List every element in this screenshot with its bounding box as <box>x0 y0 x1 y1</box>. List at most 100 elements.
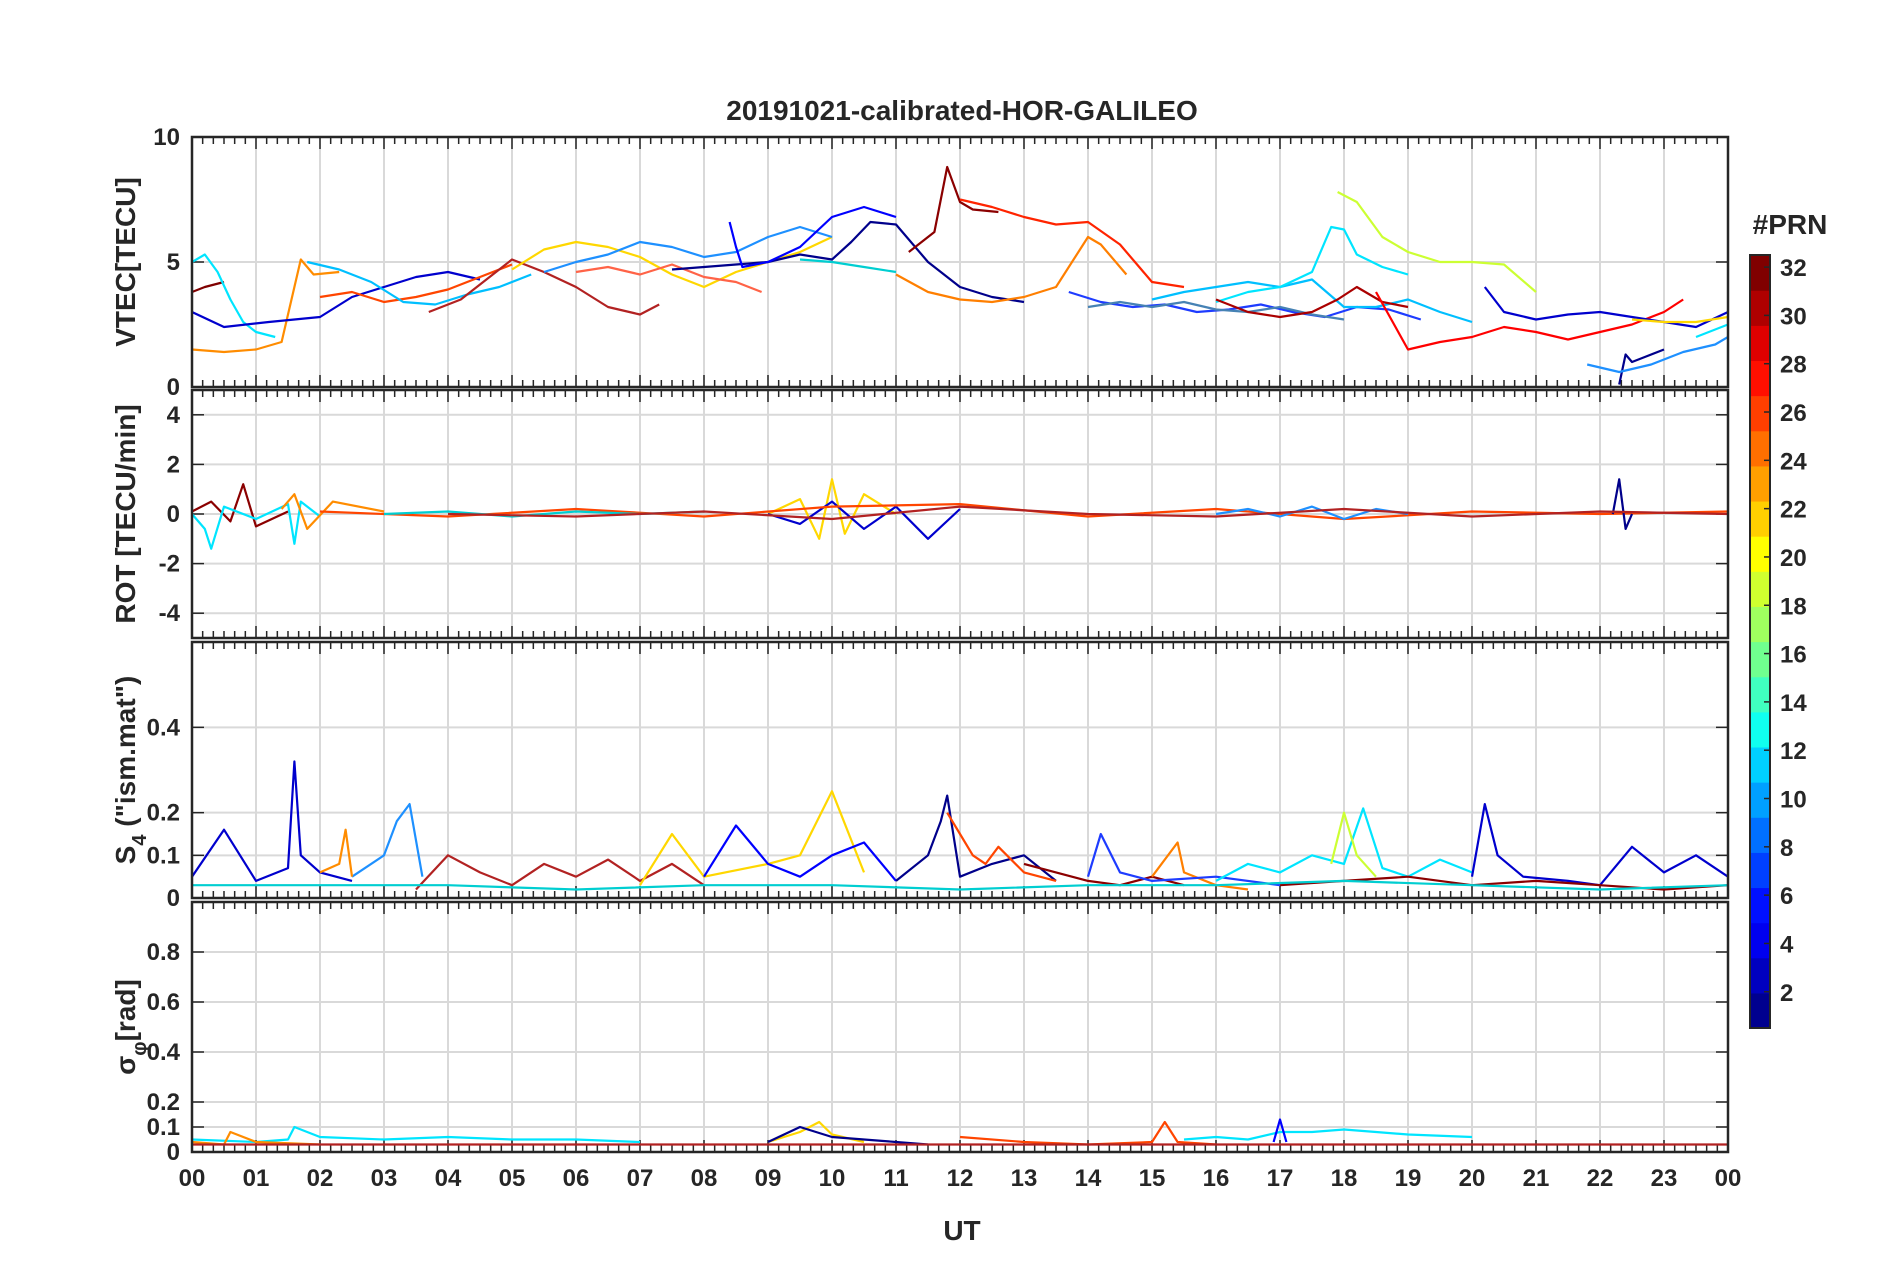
series-line <box>799 258 897 274</box>
x-tick-label: 06 <box>563 1165 590 1192</box>
colorbar-segment <box>1750 957 1770 994</box>
colorbar-tick-label: 10 <box>1780 787 1807 814</box>
panel-2-y-label: ROT [TECU/min] <box>110 404 141 623</box>
colorbar-label: #PRN <box>1753 209 1828 240</box>
series-line <box>1215 225 1409 304</box>
x-tick-label: 01 <box>243 1165 270 1192</box>
series-line <box>1330 811 1377 878</box>
x-tick-label: 04 <box>435 1165 462 1192</box>
x-tick-label: 09 <box>755 1165 782 1192</box>
y-tick-label: -2 <box>159 551 180 578</box>
series-line <box>306 260 532 306</box>
series-line <box>192 879 1728 891</box>
series-line <box>192 280 225 294</box>
colorbar-segment <box>1750 290 1770 326</box>
colorbar-segment <box>1750 430 1770 467</box>
series-line <box>728 205 897 269</box>
series-line <box>1695 323 1728 339</box>
x-tick-label: 21 <box>1523 1165 1550 1192</box>
series-line <box>895 794 1057 882</box>
series-line <box>1631 315 1728 324</box>
y-tick-label: 0.4 <box>147 714 181 741</box>
x-tick-label: 15 <box>1139 1165 1166 1192</box>
colorbar-segment <box>1750 782 1770 818</box>
series-line <box>319 828 354 877</box>
series-line <box>895 235 1128 304</box>
series-line <box>1151 278 1473 324</box>
colorbar-segment <box>1750 711 1770 748</box>
panel-4-series <box>192 1118 1728 1146</box>
series-line <box>192 1125 641 1144</box>
colorbar-tick-label: 4 <box>1780 931 1794 958</box>
colorbar-tick-label: 24 <box>1780 448 1807 475</box>
x-tick-label: 10 <box>819 1165 846 1192</box>
colorbar-segment <box>1750 255 1770 291</box>
y-tick-label: 0 <box>167 374 180 401</box>
panel-2: -4 -2 0 2 4 ROT [TECU/min] <box>110 388 1730 640</box>
x-tick-label: 19 <box>1395 1165 1422 1192</box>
series-line <box>959 198 1185 289</box>
colorbar-segment <box>1750 536 1770 572</box>
colorbar-tick-label: 26 <box>1780 400 1807 427</box>
panel-4: 00.10.20.40.60.8σφ[rad]00 01 02 03 04 05 06 07 0… <box>110 900 1741 1192</box>
panel-3-series <box>192 760 1728 891</box>
series-line <box>767 478 897 540</box>
y-tick-label: 0.2 <box>147 1089 180 1116</box>
series-line <box>1183 1128 1473 1141</box>
colorbar-segment <box>1750 922 1770 959</box>
y-tick-label: 0 <box>167 1139 180 1166</box>
series-line <box>1087 300 1345 321</box>
series-line <box>1086 832 1281 887</box>
colorbar-tick-label: 6 <box>1780 883 1793 910</box>
colorbar-tick-label: 32 <box>1780 255 1807 282</box>
x-tick-label: 17 <box>1267 1165 1294 1192</box>
colorbar-tick-label: 22 <box>1780 497 1807 524</box>
series-line <box>543 225 833 274</box>
series-line <box>767 1125 929 1146</box>
y-tick-label: 0.1 <box>147 842 180 869</box>
colorbar-tick-label: 20 <box>1780 545 1807 572</box>
panel-1-y-label: VTEC[TECU] <box>110 177 141 347</box>
colorbar-segment <box>1750 887 1770 924</box>
y-label-main: S <box>110 846 141 865</box>
x-tick-label: 20 <box>1459 1165 1486 1192</box>
panel-2-frame <box>190 388 1730 640</box>
series-line <box>671 220 1025 304</box>
colorbar-segment <box>1750 992 1770 1029</box>
series-line <box>192 760 353 883</box>
panel-4-frame <box>190 900 1730 1154</box>
colorbar-segment <box>1750 360 1770 397</box>
x-axis-label: UT <box>943 1215 980 1246</box>
panel-1-series <box>192 165 1728 385</box>
series-line <box>1215 807 1473 882</box>
y-label-rest: ("ism.mat") <box>110 676 141 835</box>
y-label-sub: 4 <box>129 834 151 846</box>
colorbar-segment <box>1750 465 1770 502</box>
series-line <box>1272 1118 1288 1143</box>
series-line <box>1483 286 1728 329</box>
x-tick-label: 08 <box>691 1165 718 1192</box>
x-tick-label: 02 <box>307 1165 334 1192</box>
series-line <box>1023 862 1185 887</box>
series-line <box>575 263 763 294</box>
colorbar-tick-label: 18 <box>1780 593 1807 620</box>
panel-1-frame <box>190 135 1730 389</box>
x-tick-label: 12 <box>947 1165 974 1192</box>
y-tick-label: 5 <box>167 249 180 276</box>
colorbar-tick-label: 2 <box>1780 980 1793 1007</box>
colorbar-segment <box>1750 571 1770 607</box>
y-tick-label: 0.8 <box>147 939 180 966</box>
x-tick-label: 03 <box>371 1165 398 1192</box>
series-line <box>703 824 897 882</box>
series-line <box>192 258 340 354</box>
series-line <box>280 493 385 531</box>
x-tick-label: 07 <box>627 1165 654 1192</box>
x-tick-label: 18 <box>1331 1165 1358 1192</box>
y-tick-label: 0 <box>167 501 180 528</box>
panel-3-y-label: S4 ("ism.mat") <box>110 676 151 865</box>
series-line <box>1215 505 1409 521</box>
series-line <box>319 263 513 304</box>
y-tick-label: 0.6 <box>147 989 180 1016</box>
colorbar-tick-label: 28 <box>1780 352 1807 379</box>
